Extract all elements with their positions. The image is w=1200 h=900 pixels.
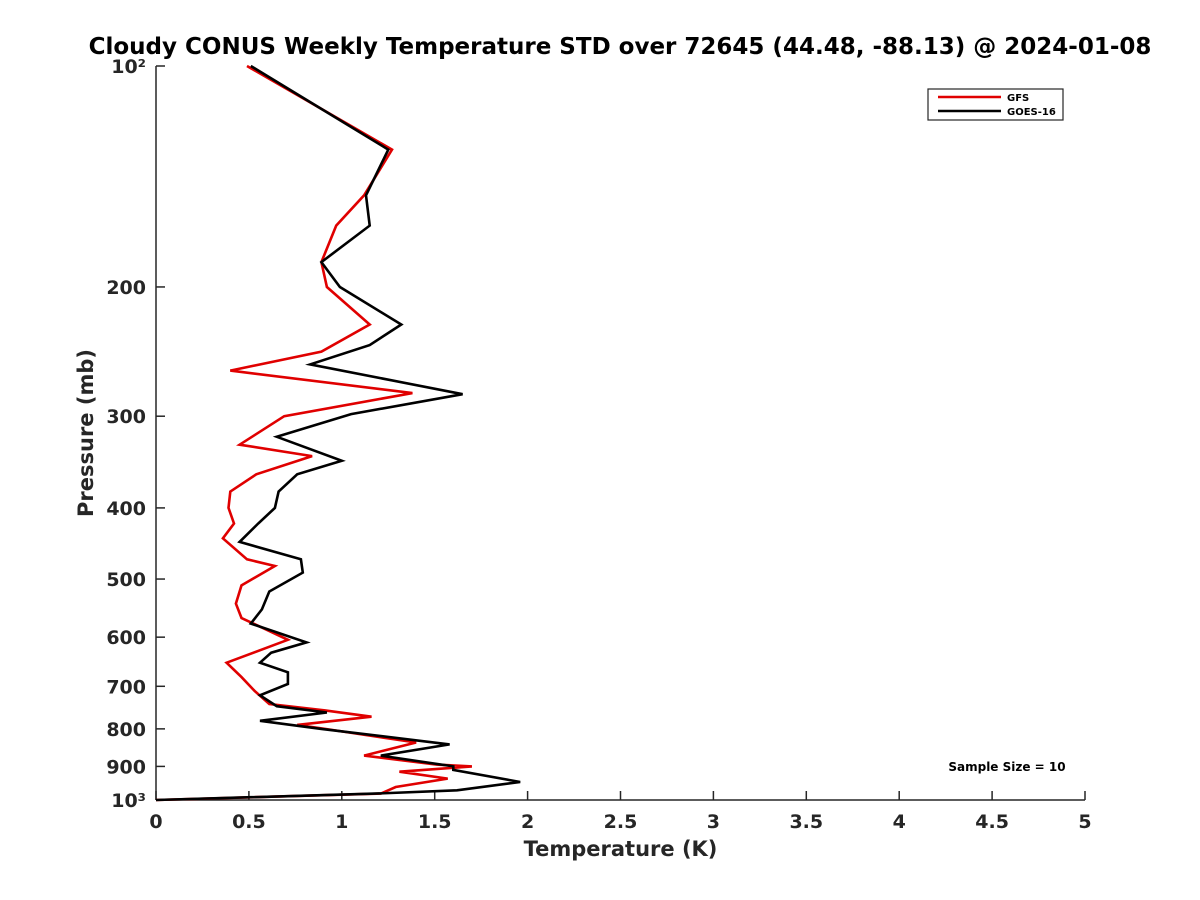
x-tick-label: 4 xyxy=(893,811,906,833)
y-tick-label: 800 xyxy=(106,719,146,741)
x-axis-label: Temperature (K) xyxy=(524,837,718,861)
y-tick-label: 600 xyxy=(106,627,146,649)
y-axis-ticks: 10² 200 300 400 500 600 700 800 900 10³ xyxy=(106,56,165,812)
y-tick-label: 500 xyxy=(106,569,146,591)
series-lines xyxy=(155,64,521,802)
x-tick-label: 5 xyxy=(1078,811,1091,833)
sample-size-annotation: Sample Size = 10 xyxy=(948,760,1065,774)
y-tick-label: 300 xyxy=(106,406,146,428)
chart-title: Cloudy CONUS Weekly Temperature STD over… xyxy=(89,34,1152,60)
x-tick-label: 2 xyxy=(521,811,534,833)
x-tick-label: 0 xyxy=(149,811,162,833)
y-tick-label: 10³ xyxy=(111,790,146,812)
legend-label-gfs: GFS xyxy=(1007,93,1029,104)
x-tick-label: 2.5 xyxy=(604,811,638,833)
y-tick-label: 700 xyxy=(106,676,146,698)
x-tick-label: 1.5 xyxy=(418,811,452,833)
x-tick-label: 3 xyxy=(707,811,720,833)
x-tick-label: 1 xyxy=(335,811,348,833)
series-line-goes-16 xyxy=(155,64,521,802)
y-tick-label: 400 xyxy=(106,498,146,520)
y-tick-label: 900 xyxy=(106,756,146,778)
y-tick-label: 10² xyxy=(111,56,146,78)
legend: GFS GOES-16 xyxy=(927,88,1064,121)
legend-label-goes-16: GOES-16 xyxy=(1007,107,1056,118)
x-tick-label: 0.5 xyxy=(232,811,266,833)
x-axis-ticks: 0 0.5 1 1.5 2 2.5 3 3.5 4 4.5 5 xyxy=(149,791,1092,833)
y-axis-label: Pressure (mb) xyxy=(74,349,98,517)
x-tick-label: 4.5 xyxy=(975,811,1009,833)
plot-axes xyxy=(155,66,1085,801)
series-line-gfs xyxy=(155,64,472,802)
y-tick-label: 200 xyxy=(106,277,146,299)
x-tick-label: 3.5 xyxy=(789,811,823,833)
legend-box xyxy=(927,88,1064,121)
